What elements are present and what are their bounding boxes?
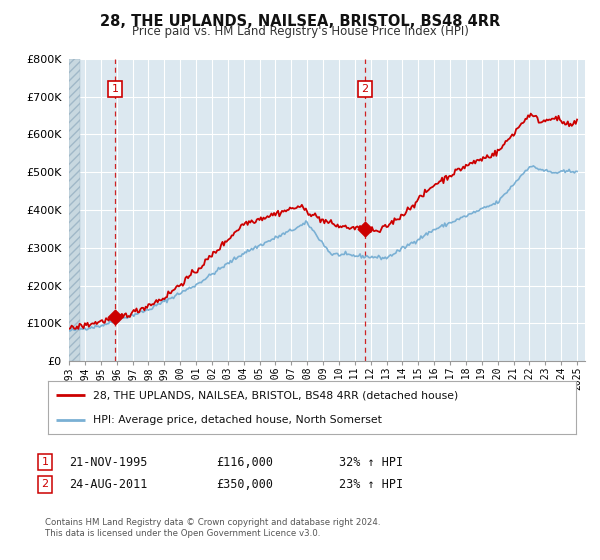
Text: £116,000: £116,000 <box>216 455 273 469</box>
Text: 32% ↑ HPI: 32% ↑ HPI <box>339 455 403 469</box>
Text: HPI: Average price, detached house, North Somerset: HPI: Average price, detached house, Nort… <box>93 414 382 424</box>
Text: 1: 1 <box>112 84 118 94</box>
Text: 1: 1 <box>41 457 49 467</box>
Text: 2: 2 <box>361 84 368 94</box>
Text: 2: 2 <box>41 479 49 489</box>
Text: £350,000: £350,000 <box>216 478 273 491</box>
Text: 23% ↑ HPI: 23% ↑ HPI <box>339 478 403 491</box>
Text: Contains HM Land Registry data © Crown copyright and database right 2024.: Contains HM Land Registry data © Crown c… <box>45 518 380 527</box>
Text: 24-AUG-2011: 24-AUG-2011 <box>69 478 148 491</box>
Point <box>360 225 370 234</box>
Text: Price paid vs. HM Land Registry's House Price Index (HPI): Price paid vs. HM Land Registry's House … <box>131 25 469 38</box>
Point <box>110 313 120 322</box>
Text: This data is licensed under the Open Government Licence v3.0.: This data is licensed under the Open Gov… <box>45 529 320 538</box>
Text: 28, THE UPLANDS, NAILSEA, BRISTOL, BS48 4RR (detached house): 28, THE UPLANDS, NAILSEA, BRISTOL, BS48 … <box>93 390 458 400</box>
Text: 21-NOV-1995: 21-NOV-1995 <box>69 455 148 469</box>
Text: 28, THE UPLANDS, NAILSEA, BRISTOL, BS48 4RR: 28, THE UPLANDS, NAILSEA, BRISTOL, BS48 … <box>100 14 500 29</box>
